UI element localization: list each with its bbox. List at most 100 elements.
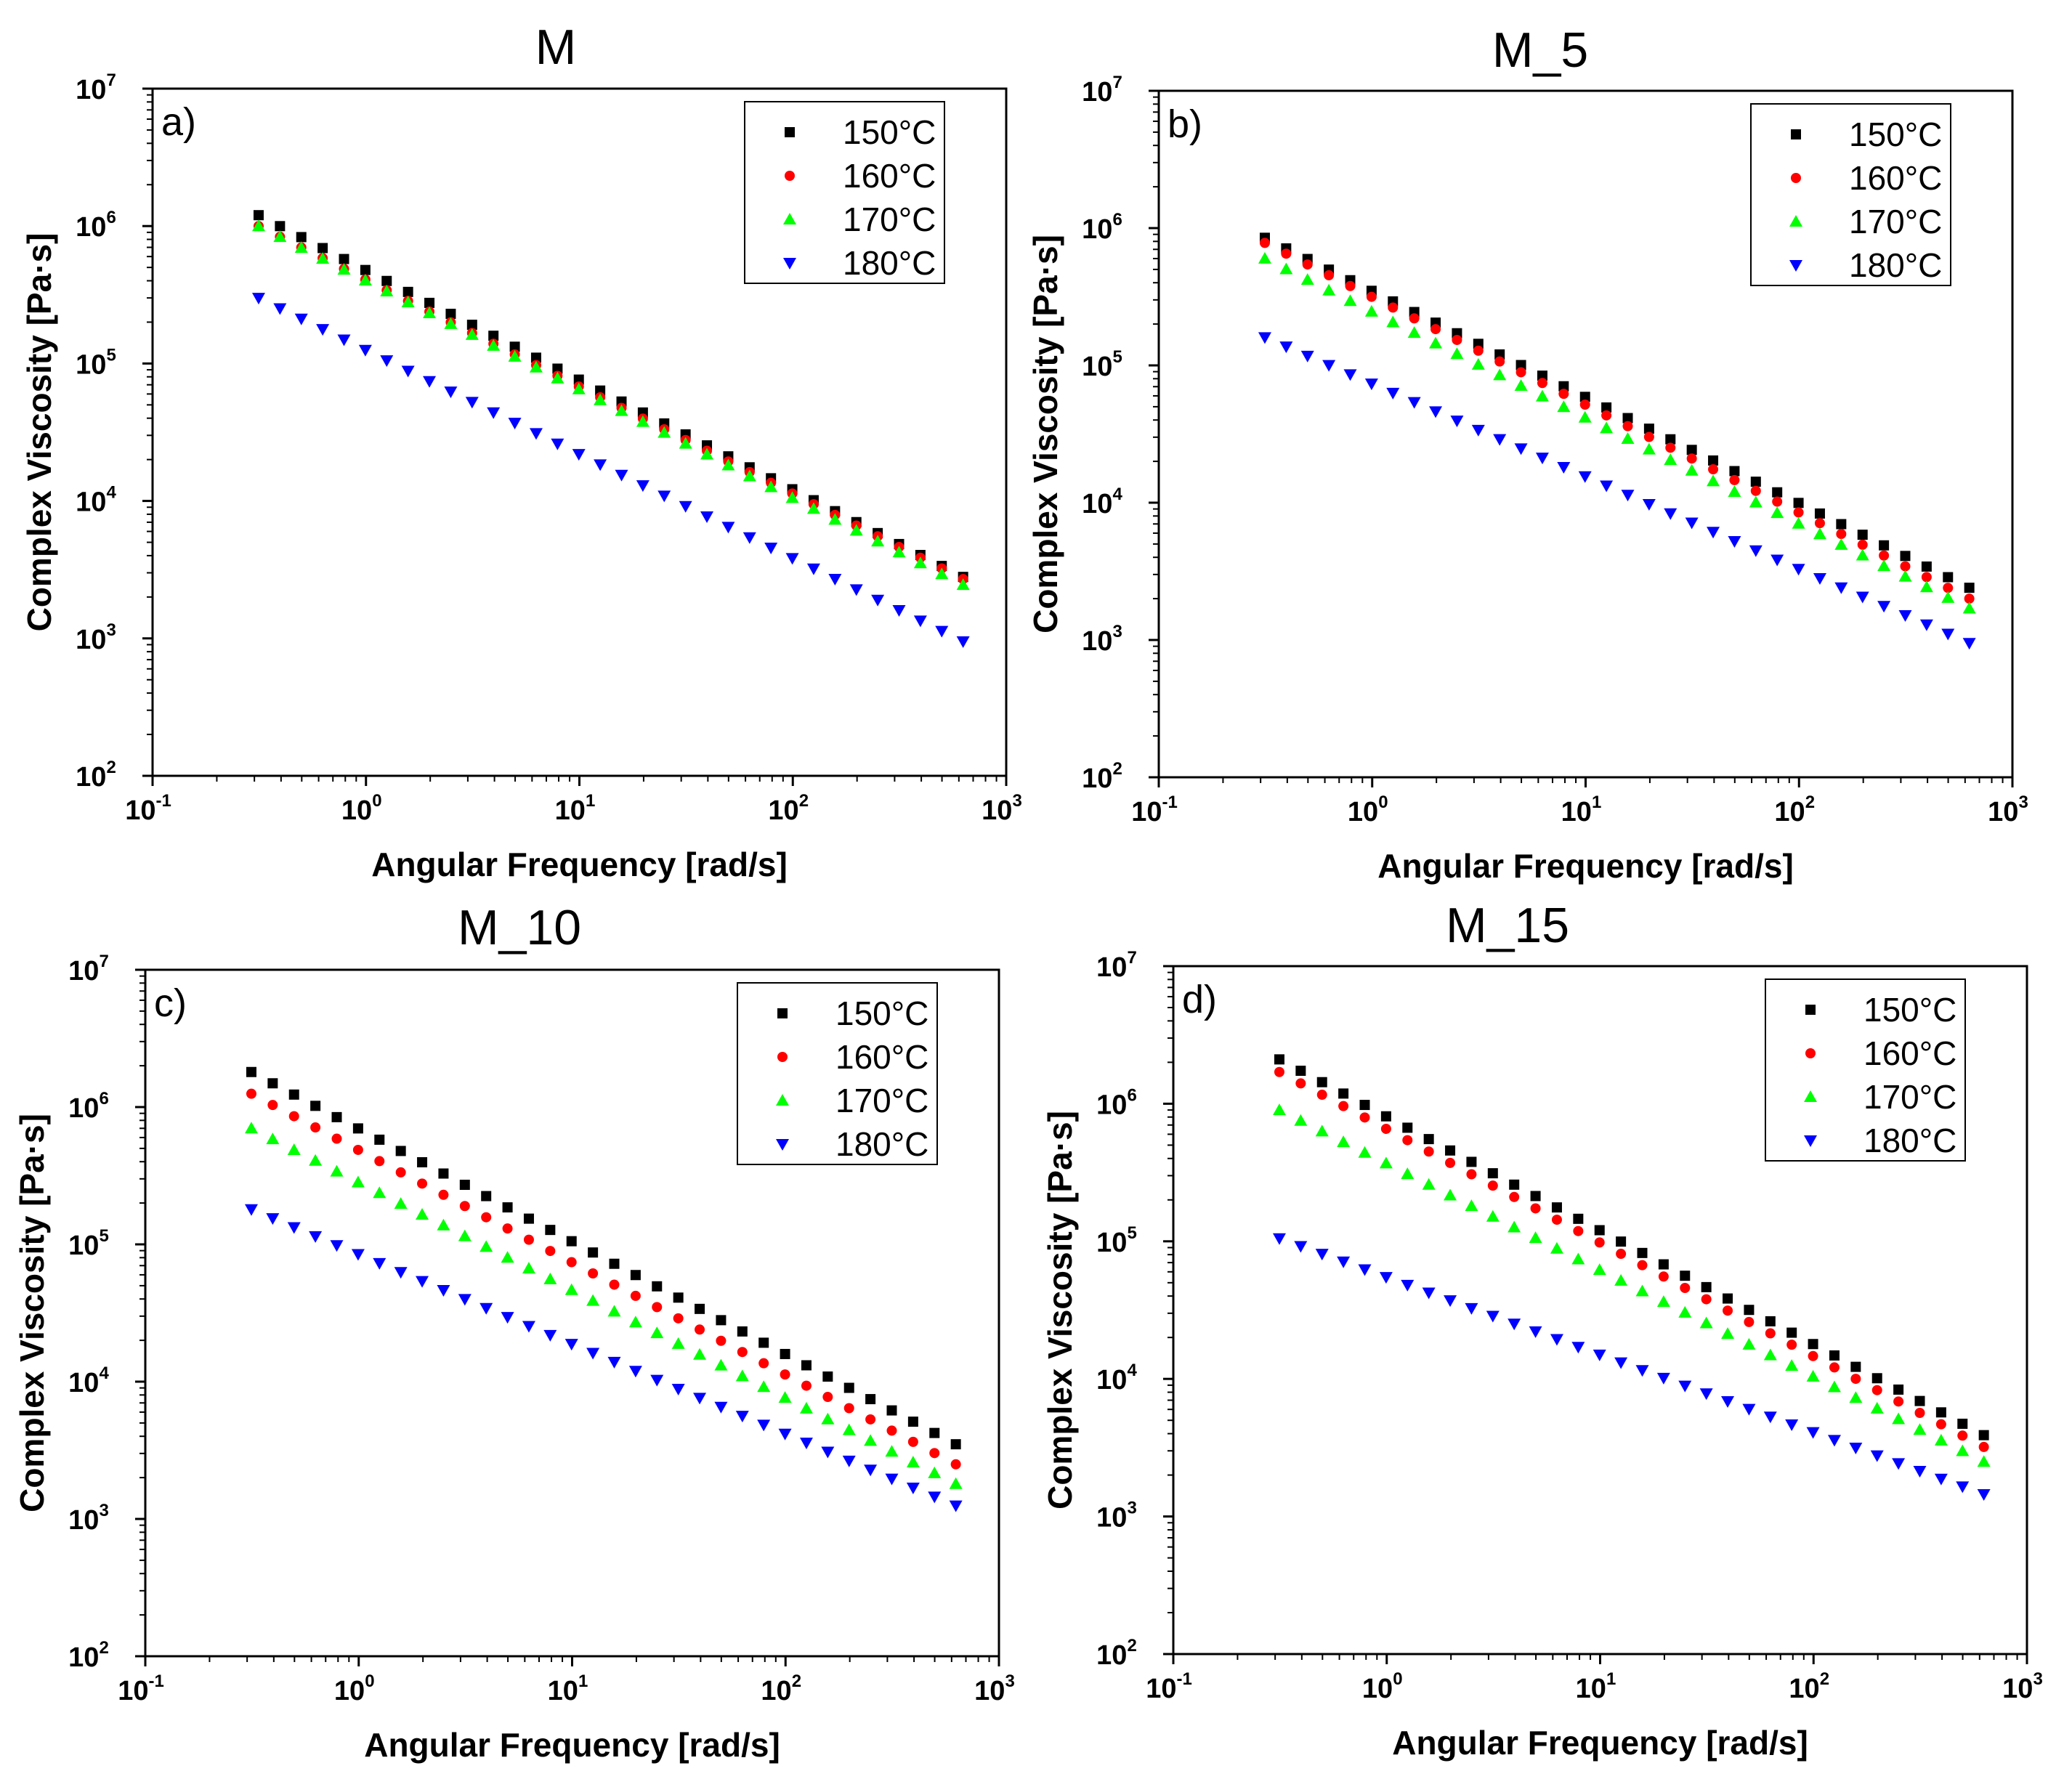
y-tick-label: 105 <box>68 1226 109 1261</box>
x-tick-base: 10 <box>1988 797 2018 827</box>
data-point <box>742 532 756 544</box>
data-series-1 <box>246 1066 961 1450</box>
data-point <box>864 1464 878 1477</box>
legend-box <box>1765 978 1966 1162</box>
data-point <box>1380 1123 1391 1134</box>
data-point <box>1900 551 1911 562</box>
data-point <box>266 1213 280 1225</box>
data-point <box>1535 453 1549 465</box>
legend-marker <box>1804 1090 1817 1102</box>
data-point <box>1471 357 1485 370</box>
data-point <box>1316 1090 1327 1101</box>
y-tick-exponent: 7 <box>1112 73 1122 92</box>
data-point <box>564 1339 578 1351</box>
data-point <box>871 535 885 547</box>
data-point <box>949 1477 963 1489</box>
data-point <box>1487 1168 1498 1179</box>
data-point <box>1573 1225 1584 1236</box>
panel-label: a) <box>161 100 196 144</box>
data-point <box>487 407 501 419</box>
data-point <box>1707 527 1720 539</box>
data-point <box>317 243 328 254</box>
data-point <box>351 1175 365 1188</box>
data-point <box>1343 294 1357 307</box>
y-tick-base: 10 <box>68 1231 99 1261</box>
data-point <box>1956 1444 1970 1456</box>
data-point <box>737 1326 748 1337</box>
data-point <box>1701 1294 1712 1305</box>
data-point <box>395 1167 406 1178</box>
data-point <box>1337 1135 1351 1148</box>
data-point <box>1729 474 1740 485</box>
data-point <box>695 1324 705 1335</box>
data-point <box>1571 1252 1585 1265</box>
data-point <box>287 1143 301 1155</box>
data-point <box>294 241 308 254</box>
data-series-2 <box>1274 1066 1989 1452</box>
data-point <box>615 469 628 482</box>
data-point <box>309 1231 323 1243</box>
data-point <box>693 1393 707 1405</box>
data-point <box>358 344 372 357</box>
x-tick-label: 100 <box>341 791 382 826</box>
data-point <box>1856 548 1869 561</box>
data-point <box>1898 570 1912 582</box>
data-point <box>1487 1180 1498 1191</box>
data-point <box>402 286 413 297</box>
y-tick-exponent: 2 <box>106 758 116 777</box>
data-point <box>465 328 479 340</box>
y-tick-exponent: 2 <box>1112 759 1122 779</box>
data-point <box>1658 1271 1669 1282</box>
data-point <box>1616 1249 1627 1260</box>
data-point <box>913 556 927 569</box>
data-series-3 <box>244 1122 963 1489</box>
data-point <box>1829 1350 1840 1361</box>
chart-panel-2: M_5b)10-1 100 101 102 103102103104105106107A… <box>1027 23 2028 885</box>
data-point <box>337 334 351 347</box>
x-axis-label: Angular Frequency [rad/s] <box>1377 847 1794 885</box>
data-point <box>1770 554 1784 567</box>
data-point <box>1337 1256 1351 1268</box>
y-tick-label: 103 <box>1096 1499 1137 1533</box>
data-point <box>1814 518 1825 529</box>
data-point <box>1665 442 1676 453</box>
y-tick-base: 10 <box>76 75 106 105</box>
data-point <box>1637 1247 1648 1258</box>
data-point <box>799 1401 813 1414</box>
data-point <box>630 1290 641 1301</box>
chart-panel-1: Ma)10-1 100 101 102 103102103104105106107Ang… <box>20 20 1022 883</box>
legend-label: 180°C <box>843 244 936 282</box>
data-point <box>1509 1179 1520 1190</box>
y-tick-base: 10 <box>68 1642 99 1673</box>
y-axis-label: Complex Viscosity [Pa·s] <box>13 1114 51 1512</box>
data-point <box>273 230 287 243</box>
y-tick-base: 10 <box>76 212 106 243</box>
data-point <box>1749 495 1763 508</box>
data-point <box>949 1500 963 1512</box>
y-tick-base: 10 <box>1082 77 1112 108</box>
data-point <box>479 1240 493 1252</box>
data-point <box>673 1313 684 1324</box>
data-point <box>1914 1407 1925 1418</box>
data-series-4 <box>1258 332 1976 650</box>
data-point <box>1913 1466 1927 1478</box>
data-point <box>821 1446 835 1459</box>
data-point <box>588 1247 599 1258</box>
data-point <box>929 1448 940 1459</box>
data-point <box>1941 591 1955 603</box>
x-tick-label: 103 <box>974 1671 1015 1706</box>
data-point <box>586 1348 600 1360</box>
legend-marker <box>777 1008 788 1018</box>
data-point <box>1643 424 1654 434</box>
data-point <box>679 501 692 513</box>
data-point <box>530 352 541 363</box>
data-point <box>1635 1365 1649 1377</box>
x-tick-base: 10 <box>1131 797 1162 827</box>
chart-title: M <box>535 20 577 75</box>
x-tick-label: 102 <box>1789 1669 1829 1704</box>
data-point <box>1978 1441 1989 1452</box>
legend-label: 180°C <box>1849 246 1942 284</box>
data-point <box>566 1236 577 1247</box>
x-tick-exponent: 3 <box>2033 1669 2042 1689</box>
data-point <box>1742 1337 1756 1350</box>
